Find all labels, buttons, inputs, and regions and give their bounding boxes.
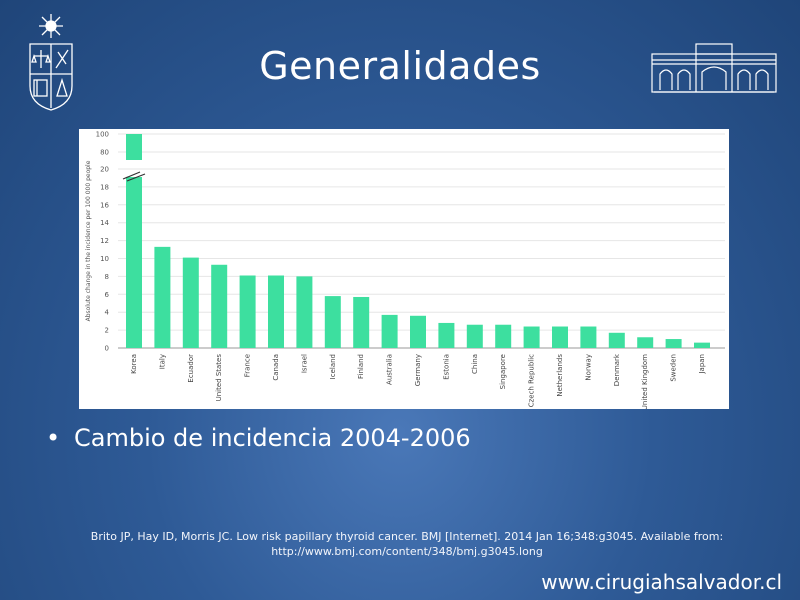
bar [523,326,540,348]
bullet-item: • Cambio de incidencia 2004-2006 [46,424,471,452]
bar [126,177,142,348]
bar [580,326,597,348]
bar [324,296,341,348]
y-tick-label: 10 [100,255,109,263]
x-tick-label: Estonia [442,354,450,380]
y-tick-label: 16 [100,201,109,209]
x-tick-label: Sweden [670,354,678,382]
university-crest-icon [29,14,73,111]
x-tick-label: United States [215,354,223,402]
y-tick-label: 4 [105,309,110,317]
x-tick-label: Czech Republic [528,354,536,407]
y-tick-label: 8 [105,273,109,281]
y-tick-label: 6 [105,291,110,299]
bar [552,326,568,348]
y-tick-label: 18 [100,183,109,191]
y-tick-label: 2 [105,327,109,335]
bar [182,257,199,348]
x-tick-label: Israel [300,354,308,373]
x-tick-label: Germany [414,354,422,386]
y-tick-label: 12 [100,237,109,245]
bar [438,322,455,348]
y-tick-label: 100 [96,131,109,139]
bar [665,339,682,348]
x-tick-label: Norway [584,354,592,381]
bar-upper [126,134,142,160]
x-tick-label: China [471,354,479,374]
bar [495,324,512,348]
reference-line-1: Brito JP, Hay ID, Morris JC. Low risk pa… [90,530,724,543]
y-tick-label: 80 [100,149,109,157]
bar [637,337,654,348]
y-tick-label: 14 [100,219,109,227]
x-tick-label: Netherlands [556,354,564,397]
x-tick-label: Korea [130,354,138,374]
x-tick-label: Australia [386,354,394,385]
bullet-text: Cambio de incidencia 2004-2006 [74,424,471,452]
bar [296,276,313,348]
reference-url[interactable]: http://www.bmj.com/content/348/bmj.g3045… [271,545,543,558]
y-tick-label: 20 [100,166,109,174]
x-tick-label: Singapore [499,354,507,389]
incidence-bar-chart: 0 2 4 6 8 10 12 14 16 18 20 80 100 Absolute change in… [85,131,725,409]
x-tick-label: Finland [357,354,365,379]
axis-break-mark [122,171,141,180]
bullet-dot: • [46,424,61,452]
bar [410,315,426,348]
slide-title: Generalidades [259,44,541,88]
website-link[interactable]: www.cirugiahsalvador.cl [541,570,782,594]
x-tick-label: Italy [158,354,166,369]
bar [268,275,284,348]
y-axis-label: Absolute change in the incidence per 100… [85,160,92,321]
axis-break-mark [126,173,146,182]
bar [239,275,256,348]
bar [608,332,625,348]
x-tick-label: Japan [698,354,706,375]
bar [154,246,171,348]
x-tick-label: Denmark [613,353,621,386]
x-tick-label: Iceland [329,354,337,379]
x-tick-label: France [244,354,252,377]
bar [381,314,398,348]
x-tick-label: Canada [272,354,280,381]
bar [353,296,370,348]
x-tick-label: Ecuador [187,354,195,383]
bar [211,264,228,348]
bar [466,324,483,348]
x-tick-label: United Kingdom [641,354,649,409]
hospital-building-icon [651,43,777,93]
bar [694,342,710,348]
y-tick-label: 0 [105,345,109,353]
reference-citation: Brito JP, Hay ID, Morris JC. Low risk pa… [80,529,734,559]
chart-panel: 0 2 4 6 8 10 12 14 16 18 20 80 100 Absolute change in… [79,129,729,409]
